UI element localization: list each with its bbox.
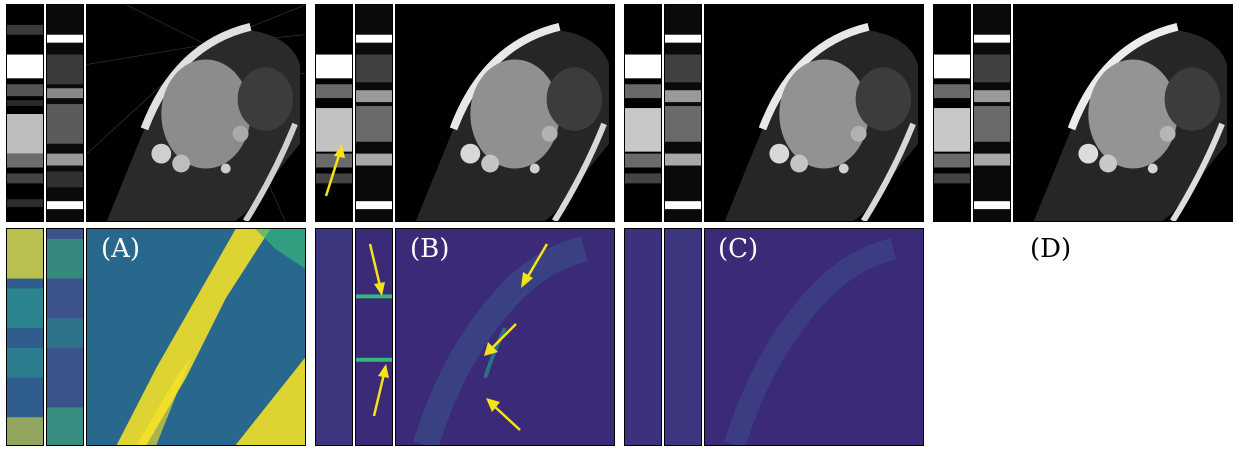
error-strip-2-c [664,228,702,446]
arrow-icon [372,364,389,417]
mri-main-c [704,4,924,222]
error-strip-1-b [315,228,353,446]
error-strip-2-a [46,228,84,446]
error-strip-1-a [6,228,44,446]
mri-main-b [395,4,615,222]
mri-strip-2-c [664,4,702,222]
column-label-d: (D) [1030,234,1072,264]
arrow-icon [324,144,345,197]
mri-strip-1-c [624,4,662,222]
error-main-a [86,228,306,446]
column-label-a: (A) [101,234,141,264]
mri-main-a [86,4,306,222]
mri-strip-1-b [315,4,353,222]
arrow-icon [486,398,521,431]
column-label-c: (C) [718,234,759,264]
column-label-b: (B) [410,234,450,264]
arrow-icon [484,323,517,356]
mri-strip-1-a [6,4,44,222]
arrow-icon [368,243,385,296]
mri-strip-1-d [933,4,971,222]
mri-strip-2-a [46,4,84,222]
error-main-b [395,228,615,446]
mri-strip-2-b [355,4,393,222]
arrow-icon [521,243,549,288]
error-main-c [704,228,924,446]
error-strip-1-c [624,228,662,446]
mri-main-d [1013,4,1233,222]
mri-strip-2-d [973,4,1011,222]
